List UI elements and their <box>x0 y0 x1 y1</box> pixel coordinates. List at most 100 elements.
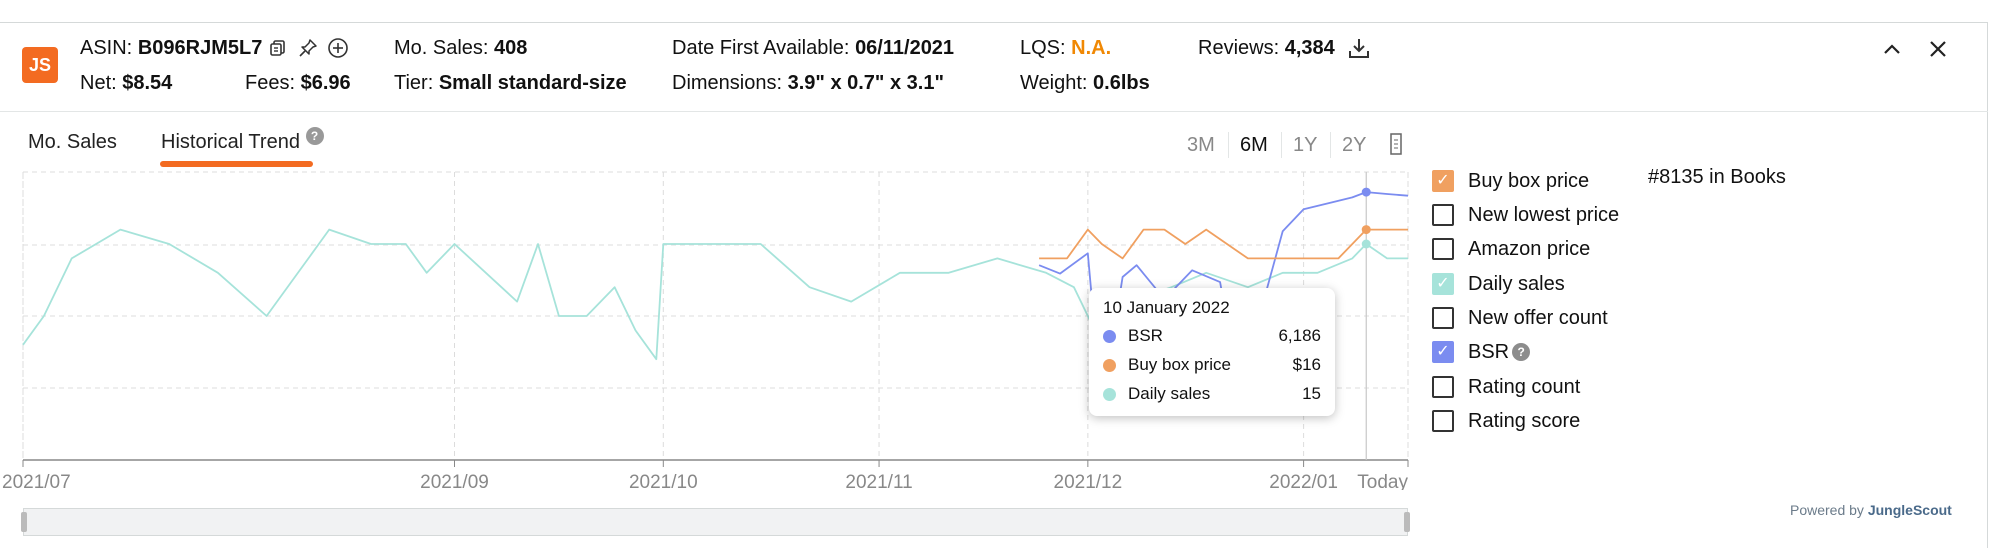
category-rank: #8135 in Books <box>1648 166 1786 188</box>
tab-historical-trend-label: Historical Trend <box>161 131 300 153</box>
legend-buy-box-price[interactable]: ✓ Buy box price <box>1432 168 1589 194</box>
active-tab-indicator <box>160 161 313 167</box>
tab-mo-sales[interactable]: Mo. Sales <box>28 131 117 153</box>
bsr-checkbox[interactable]: ✓ <box>1432 341 1454 363</box>
range-1y[interactable]: 1Y <box>1293 134 1318 156</box>
weight-field: Weight: 0.6lbs <box>1020 71 1150 95</box>
tooltip-row-label: Daily sales <box>1128 384 1211 403</box>
buy-box-price-dot <box>1103 358 1116 372</box>
range-slider-handle-right[interactable] <box>1404 512 1410 532</box>
download-icon[interactable] <box>1347 36 1371 60</box>
legend-label: BSR <box>1468 340 1510 363</box>
chart-tooltip: 10 January 2022 BSR 6,186 Buy box price … <box>1089 288 1335 416</box>
range-6m[interactable]: 6M <box>1240 134 1268 156</box>
tooltip-row-buy-box-price: Buy box price $16 <box>1103 355 1321 375</box>
bsr-dot <box>1103 329 1116 343</box>
tooltip-row-value: $16 <box>1292 355 1321 374</box>
junglescout-logo: JS <box>22 47 58 83</box>
tooltip-row-value: 6,186 <box>1278 326 1321 345</box>
fees-field: Fees: $6.96 <box>245 71 351 95</box>
x-tick-label: Today <box>1357 472 1408 490</box>
range-slider-handle-left[interactable] <box>21 512 27 532</box>
reviews-value: 4,384 <box>1284 37 1335 59</box>
lqs-label: LQS: <box>1020 37 1066 59</box>
rating-score-checkbox[interactable] <box>1432 410 1454 432</box>
legend-label: Rating score <box>1468 409 1581 432</box>
asin-label: ASIN: <box>80 37 133 59</box>
rating-count-checkbox[interactable] <box>1432 376 1454 398</box>
buy-box-price-checkbox[interactable]: ✓ <box>1432 170 1454 192</box>
net-label: Net: <box>80 72 117 94</box>
date-first-available-field: Date First Available: 06/11/2021 <box>672 36 954 60</box>
hover-point-bsr <box>1361 187 1371 197</box>
legend-label: Daily sales <box>1468 272 1565 295</box>
help-icon[interactable]: ? <box>1512 343 1531 361</box>
dimensions-field: Dimensions: 3.9" x 0.7" x 3.1" <box>672 71 944 95</box>
tooltip-row-value: 15 <box>1302 384 1321 403</box>
x-tick-label: 2021/09 <box>420 472 489 490</box>
x-tick-label: 2021/12 <box>1054 472 1123 490</box>
reviews-label: Reviews: <box>1198 37 1280 59</box>
legend-label: Rating count <box>1468 375 1581 398</box>
amazon-price-checkbox[interactable] <box>1432 238 1454 260</box>
net-field: Net: $8.54 <box>80 71 172 95</box>
daily-sales-checkbox[interactable]: ✓ <box>1432 273 1454 295</box>
scrollbar-handle-icon[interactable] <box>1384 132 1408 156</box>
weight-label: Weight: <box>1020 72 1088 94</box>
lqs-value: N.A. <box>1071 37 1112 59</box>
range-divider <box>1281 132 1282 158</box>
pin-icon[interactable] <box>296 36 320 60</box>
dimensions-value: 3.9" x 0.7" x 3.1" <box>787 72 944 94</box>
help-icon[interactable]: ? <box>305 127 324 145</box>
daily-sales-dot <box>1103 387 1116 401</box>
legend-daily-sales[interactable]: ✓ Daily sales <box>1432 271 1565 297</box>
legend-label: Amazon price <box>1468 237 1591 260</box>
reviews-field: Reviews: 4,384 <box>1198 36 1335 60</box>
tooltip-row-label: BSR <box>1128 326 1163 345</box>
range-3m[interactable]: 3M <box>1187 134 1215 156</box>
mo-sales-value: 408 <box>494 37 528 59</box>
tab-historical-trend[interactable]: Historical Trend ? <box>161 127 324 154</box>
series-line-buy-box-price <box>1039 228 1408 260</box>
fees-label: Fees: <box>245 72 296 94</box>
tooltip-row-label: Buy box price <box>1128 355 1231 374</box>
range-2y[interactable]: 2Y <box>1342 134 1367 156</box>
legend-new-offer-count[interactable]: New offer count <box>1432 305 1608 331</box>
powered-by: Powered by JungleScout <box>1790 502 1952 518</box>
product-header <box>0 22 1988 112</box>
tooltip-date: 10 January 2022 <box>1103 298 1230 317</box>
x-tick-label: 2021/07 <box>2 472 71 490</box>
add-circle-icon[interactable] <box>326 36 350 60</box>
lqs-field: LQS: N.A. <box>1020 36 1111 60</box>
series-line-daily-sales <box>22 228 1408 361</box>
dimensions-label: Dimensions: <box>672 72 783 94</box>
legend-amazon-price[interactable]: Amazon price <box>1432 236 1590 262</box>
powered-by-brand: JungleScout <box>1867 502 1952 518</box>
legend-bsr[interactable]: ✓ BSR ? <box>1432 339 1531 365</box>
range-divider <box>1330 132 1331 158</box>
net-value: $8.54 <box>122 72 173 94</box>
hover-point-buy-box-price <box>1361 225 1371 235</box>
tier-label: Tier: <box>394 72 434 94</box>
mo-sales-label: Mo. Sales: <box>394 37 489 59</box>
legend-new-lowest-price[interactable]: New lowest price <box>1432 202 1619 228</box>
legend-rating-score[interactable]: Rating score <box>1432 408 1580 434</box>
legend-label: Buy box price <box>1468 169 1590 192</box>
new-offer-count-checkbox[interactable] <box>1432 307 1454 329</box>
new-lowest-price-checkbox[interactable] <box>1432 204 1454 226</box>
range-divider <box>1228 132 1229 158</box>
x-tick-label: 2022/01 <box>1269 472 1338 490</box>
weight-value: 0.6lbs <box>1093 72 1150 94</box>
date-first-available-value: 06/11/2021 <box>855 37 955 59</box>
tier-value: Small standard-size <box>438 72 627 94</box>
legend-rating-count[interactable]: Rating count <box>1432 374 1580 400</box>
asin-field: ASIN: B096RJM5L7 <box>80 36 262 60</box>
range-slider[interactable] <box>21 508 1410 536</box>
fees-value: $6.96 <box>300 72 351 94</box>
mo-sales-field: Mo. Sales: 408 <box>394 36 527 60</box>
close-icon[interactable] <box>1926 37 1950 61</box>
legend-label: New offer count <box>1468 306 1608 329</box>
x-tick-label: 2021/11 <box>845 472 912 490</box>
copy-icon[interactable] <box>266 36 290 60</box>
chevron-up-icon[interactable] <box>1880 37 1904 61</box>
